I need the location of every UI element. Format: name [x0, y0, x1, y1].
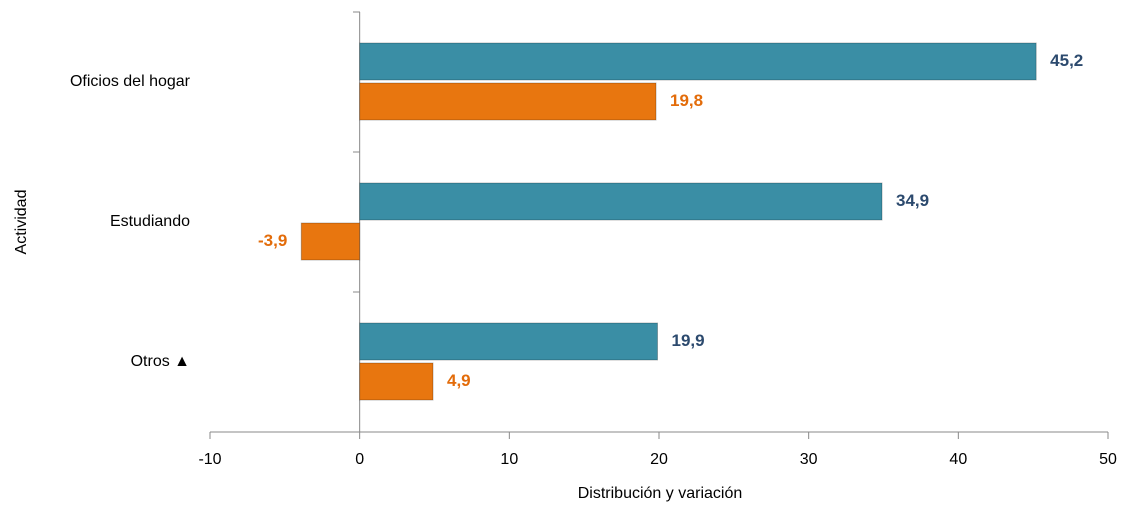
bar — [359, 182, 883, 221]
x-tick-label: 0 — [355, 451, 364, 468]
y-tick-label: Estudiando — [110, 213, 190, 230]
y-tick-label: Otros ▲ — [131, 353, 190, 370]
bar — [359, 362, 434, 401]
value-label: 4,9 — [447, 371, 471, 390]
x-tick-label: 20 — [650, 451, 668, 468]
x-tick-label: 40 — [949, 451, 967, 468]
x-tick-label: 10 — [500, 451, 518, 468]
value-label: 19,9 — [672, 331, 705, 350]
value-label: 34,9 — [896, 191, 929, 210]
value-label: 19,8 — [670, 91, 703, 110]
bar — [359, 322, 659, 361]
y-axis-ticks — [353, 11, 360, 433]
bar — [359, 42, 1037, 81]
x-axis-title: Distribución y variación — [578, 485, 743, 502]
x-tick-label: 30 — [800, 451, 818, 468]
value-label: 45,2 — [1050, 51, 1083, 70]
y-tick-label: Oficios del hogar — [70, 73, 191, 90]
bar — [359, 82, 657, 121]
x-tick-label: -10 — [198, 451, 221, 468]
y-axis-title: Actividad — [13, 190, 30, 255]
bar — [300, 222, 361, 261]
x-tick-label: 50 — [1099, 451, 1117, 468]
value-label: -3,9 — [258, 231, 287, 250]
